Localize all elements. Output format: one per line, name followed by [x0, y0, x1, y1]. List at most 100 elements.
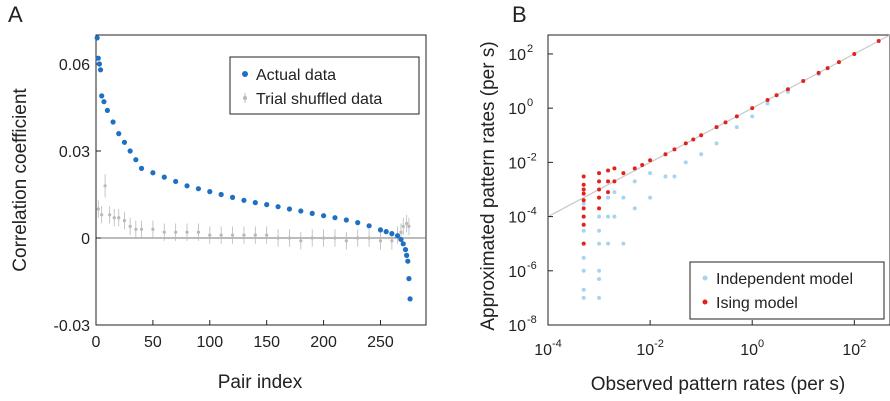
shuffled-point — [100, 213, 104, 217]
actual-data-point — [332, 215, 338, 221]
legend-label-trial-shuffled: Trial shuffled data — [256, 91, 382, 108]
independent-model-point — [597, 268, 602, 273]
ising-model-point — [640, 162, 645, 167]
shuffled-point — [407, 224, 411, 228]
actual-data-point — [286, 206, 293, 212]
panel-b-legend: Independent model Ising model — [689, 261, 885, 320]
ising-model-point — [683, 141, 688, 146]
shuffled-point — [333, 236, 337, 240]
ising-model-point — [663, 152, 668, 157]
legend-label-independent-model: Independent model — [716, 271, 853, 288]
actual-data-point — [406, 276, 412, 282]
actual-data-point — [95, 55, 101, 61]
shuffled-point — [310, 236, 314, 240]
actual-data-point — [116, 131, 122, 137]
independent-model-point — [597, 276, 602, 281]
shuffled-point — [242, 233, 246, 237]
panel-a-x-tick-label: 150 — [253, 334, 280, 351]
ising-model-point — [597, 206, 602, 211]
independent-model-point — [597, 295, 602, 300]
actual-data-point — [150, 170, 156, 176]
panel-a-x-tick-label: 200 — [310, 334, 337, 351]
actual-data-point — [173, 178, 179, 185]
ising-model-point — [621, 171, 626, 176]
shuffled-point — [162, 230, 166, 234]
panel-b-y-tick-label: 10 — [508, 47, 526, 64]
panel-b-y-tick-exponent: -8 — [527, 314, 537, 326]
ising-model-point — [648, 158, 653, 163]
shuffled-point — [103, 184, 107, 188]
panel-a-axes-frame — [95, 34, 427, 326]
panel-b-x-axis-label: Observed pattern rates (per s) — [591, 374, 846, 395]
ising-model-point — [597, 195, 602, 200]
ising-model-point — [825, 66, 830, 71]
independent-model-point — [714, 141, 719, 146]
ising-model-point — [606, 168, 611, 173]
actual-data-point — [404, 252, 410, 258]
ising-model-point — [765, 97, 770, 102]
panel-b-y-tick-exponent: -6 — [527, 260, 537, 272]
independent-model-point — [750, 114, 755, 119]
panel-b-y-axis-label: Approximated pattern rates (per s) — [478, 41, 499, 330]
independent-model-point — [581, 228, 586, 233]
shuffled-point — [122, 219, 127, 223]
independent-model-point — [581, 268, 586, 273]
independent-model-point — [683, 160, 688, 165]
shuffled-point — [230, 233, 235, 237]
shuffled-point — [185, 230, 189, 234]
actual-data-point — [184, 183, 190, 189]
actual-data-point — [400, 241, 406, 247]
ising-model-point — [801, 79, 806, 84]
ising-model-point — [581, 214, 586, 219]
actual-data-point — [161, 174, 167, 180]
panel-a-x-tick-label: 50 — [144, 334, 162, 351]
ising-model-point — [581, 222, 586, 227]
independent-model-point — [612, 190, 617, 195]
actual-data-point — [218, 191, 224, 198]
actual-data-point — [320, 213, 327, 219]
shuffled-point — [174, 230, 178, 234]
actual-data-point — [298, 208, 304, 214]
shuffled-point — [117, 216, 121, 220]
independent-model-point — [621, 241, 626, 246]
shuffled-point — [401, 224, 405, 228]
shuffled-point — [134, 227, 138, 231]
shuffled-point — [128, 224, 132, 228]
independent-model-point — [597, 241, 602, 246]
shuffled-point — [287, 236, 292, 240]
ising-model-point — [672, 147, 677, 152]
panel-a-x-axis-label: Pair index — [218, 372, 303, 393]
shuffled-point — [399, 230, 403, 234]
panel-a-legend-box — [229, 56, 420, 115]
actual-data-point — [402, 247, 409, 253]
ising-model-point — [581, 187, 586, 192]
independent-model-point — [581, 295, 586, 300]
ising-model-point — [612, 179, 617, 184]
panel-b-letter: B — [512, 2, 527, 27]
legend-label-actual-data: Actual data — [256, 67, 336, 84]
ising-model-point — [632, 166, 637, 171]
ising-model-point — [785, 87, 790, 92]
independent-model-point — [606, 195, 611, 200]
independent-model-point — [621, 195, 626, 200]
ising-model-point — [750, 106, 755, 111]
actual-data-point — [241, 197, 247, 203]
ising-model-point — [774, 93, 779, 98]
shuffled-point — [253, 233, 257, 237]
shuffled-point — [321, 236, 326, 240]
independent-model-point — [581, 287, 586, 292]
panel-b-x-tick-label: 100 — [740, 338, 764, 359]
ising-model-point — [581, 198, 586, 203]
actual-data-point — [133, 157, 139, 163]
actual-data-point — [407, 296, 413, 302]
actual-data-point — [405, 258, 411, 264]
actual-data-point — [96, 61, 103, 67]
ising-model-point — [581, 206, 586, 211]
shuffled-point — [151, 227, 155, 231]
panel-b-x-tick-label: 102 — [842, 338, 866, 359]
panel-b-y-tick-exponent: -4 — [527, 206, 537, 218]
legend-marker-independent-model — [702, 275, 708, 281]
ising-model-point — [606, 190, 611, 195]
